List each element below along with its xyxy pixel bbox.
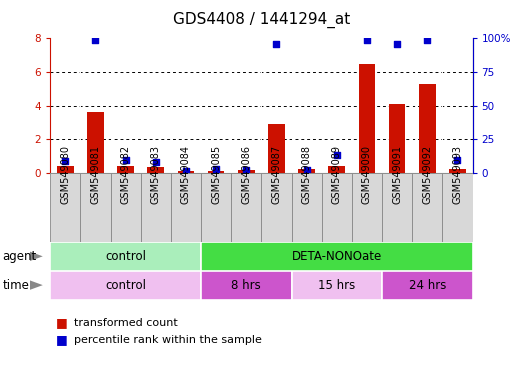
Bar bbox=[147, 167, 164, 173]
Text: time: time bbox=[3, 279, 30, 291]
Bar bbox=[359, 64, 375, 173]
Text: 8 hrs: 8 hrs bbox=[231, 279, 261, 291]
Point bbox=[182, 168, 190, 174]
Bar bbox=[442, 173, 473, 242]
Text: GSM549081: GSM549081 bbox=[90, 145, 100, 204]
Bar bbox=[412, 173, 442, 242]
Point bbox=[121, 157, 130, 163]
Text: GSM549083: GSM549083 bbox=[151, 145, 161, 204]
Bar bbox=[419, 84, 436, 173]
Point bbox=[152, 159, 160, 165]
Point bbox=[61, 158, 70, 164]
Point bbox=[363, 36, 371, 43]
Text: ■: ■ bbox=[55, 316, 67, 329]
Text: GSM549086: GSM549086 bbox=[241, 145, 251, 204]
Text: GSM549088: GSM549088 bbox=[301, 145, 312, 204]
Bar bbox=[261, 173, 291, 242]
Text: DETA-NONOate: DETA-NONOate bbox=[291, 250, 382, 263]
Bar bbox=[291, 271, 382, 300]
Bar bbox=[291, 173, 322, 242]
Bar bbox=[110, 173, 140, 242]
Point bbox=[303, 167, 311, 173]
Bar bbox=[238, 170, 254, 173]
Bar bbox=[322, 173, 352, 242]
Bar bbox=[352, 173, 382, 242]
Point bbox=[242, 167, 250, 173]
Text: GSM549085: GSM549085 bbox=[211, 145, 221, 204]
Bar bbox=[177, 171, 194, 173]
Text: GSM549092: GSM549092 bbox=[422, 145, 432, 204]
Text: GSM549089: GSM549089 bbox=[332, 145, 342, 204]
Bar bbox=[328, 166, 345, 173]
Bar bbox=[208, 171, 224, 173]
Text: GDS4408 / 1441294_at: GDS4408 / 1441294_at bbox=[173, 12, 350, 28]
Text: transformed count: transformed count bbox=[74, 318, 177, 328]
Bar bbox=[50, 242, 201, 271]
Bar bbox=[117, 166, 134, 173]
Bar bbox=[449, 169, 466, 173]
Bar bbox=[382, 173, 412, 242]
Polygon shape bbox=[30, 252, 43, 261]
Bar bbox=[382, 271, 473, 300]
Text: 15 hrs: 15 hrs bbox=[318, 279, 355, 291]
Text: GSM549093: GSM549093 bbox=[452, 145, 463, 204]
Text: agent: agent bbox=[3, 250, 37, 263]
Bar bbox=[57, 166, 73, 173]
Bar bbox=[87, 112, 103, 173]
Bar bbox=[140, 173, 171, 242]
Bar bbox=[389, 104, 406, 173]
Text: GSM549080: GSM549080 bbox=[60, 145, 70, 204]
Point bbox=[333, 152, 341, 158]
Bar bbox=[231, 173, 261, 242]
Bar bbox=[201, 271, 291, 300]
Text: GSM549082: GSM549082 bbox=[120, 145, 130, 204]
Bar bbox=[171, 173, 201, 242]
Text: ■: ■ bbox=[55, 333, 67, 346]
Text: control: control bbox=[105, 250, 146, 263]
Text: GSM549087: GSM549087 bbox=[271, 145, 281, 204]
Bar bbox=[298, 169, 315, 173]
Text: 24 hrs: 24 hrs bbox=[409, 279, 446, 291]
Bar bbox=[50, 271, 201, 300]
Bar bbox=[201, 173, 231, 242]
Bar bbox=[50, 173, 80, 242]
Point bbox=[212, 166, 220, 172]
Text: GSM549084: GSM549084 bbox=[181, 145, 191, 204]
Bar bbox=[201, 242, 473, 271]
Point bbox=[91, 36, 100, 43]
Point bbox=[453, 157, 461, 163]
Text: percentile rank within the sample: percentile rank within the sample bbox=[74, 335, 262, 345]
Point bbox=[272, 41, 281, 47]
Text: control: control bbox=[105, 279, 146, 291]
Text: GSM549090: GSM549090 bbox=[362, 145, 372, 204]
Text: GSM549091: GSM549091 bbox=[392, 145, 402, 204]
Point bbox=[423, 36, 431, 43]
Point bbox=[393, 41, 401, 47]
Bar bbox=[80, 173, 110, 242]
Polygon shape bbox=[30, 280, 43, 290]
Bar bbox=[268, 124, 285, 173]
